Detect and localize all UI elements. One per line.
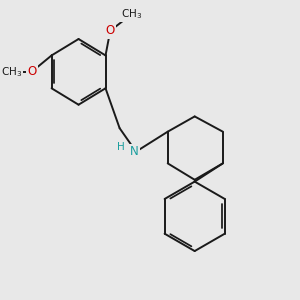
Text: N: N bbox=[129, 145, 138, 158]
Text: O: O bbox=[27, 65, 36, 78]
Text: CH$_3$: CH$_3$ bbox=[1, 65, 22, 79]
Text: CH$_3$: CH$_3$ bbox=[121, 8, 142, 21]
Text: H: H bbox=[117, 142, 124, 152]
Text: O: O bbox=[106, 24, 115, 37]
